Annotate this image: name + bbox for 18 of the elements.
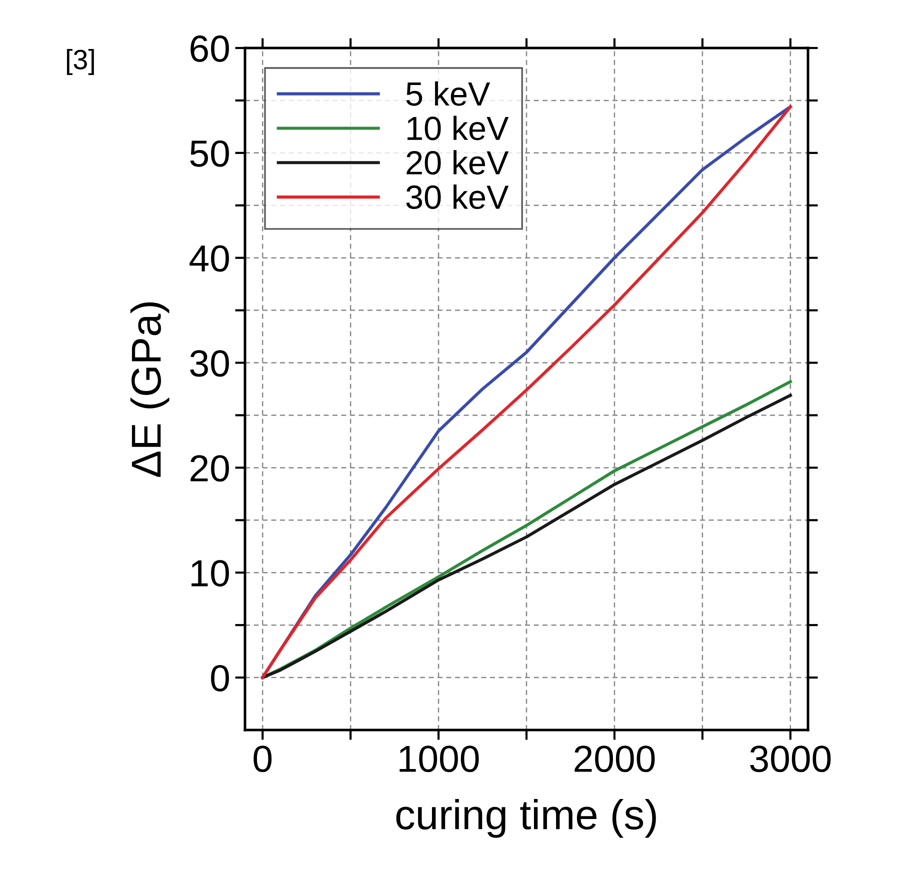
- y-tick-label: 60: [190, 35, 229, 62]
- x-tick-label: 3000: [750, 746, 831, 772]
- y-tick-label: 40: [190, 245, 229, 272]
- y-axis-title: ΔE (GPa): [130, 302, 170, 477]
- legend-label: 10 keV: [408, 116, 509, 140]
- y-tick-label: 30: [190, 350, 229, 377]
- y-tick-label: 10: [192, 560, 229, 587]
- y-tick-label: 50: [190, 140, 229, 167]
- x-tick-label: 2000: [574, 746, 655, 772]
- legend-label: 30 keV: [406, 184, 509, 210]
- text: [3]: [66, 49, 94, 75]
- x-tick-label: 0: [254, 746, 272, 772]
- y-tick-label: 0: [211, 664, 229, 692]
- x-tick-label: 1000: [400, 746, 479, 772]
- legend-label: 20 keV: [406, 150, 509, 175]
- legend-label: 5 keV: [406, 81, 490, 106]
- y-tick-label: 20: [190, 455, 229, 482]
- x-axis-title: curing time (s): [396, 798, 656, 838]
